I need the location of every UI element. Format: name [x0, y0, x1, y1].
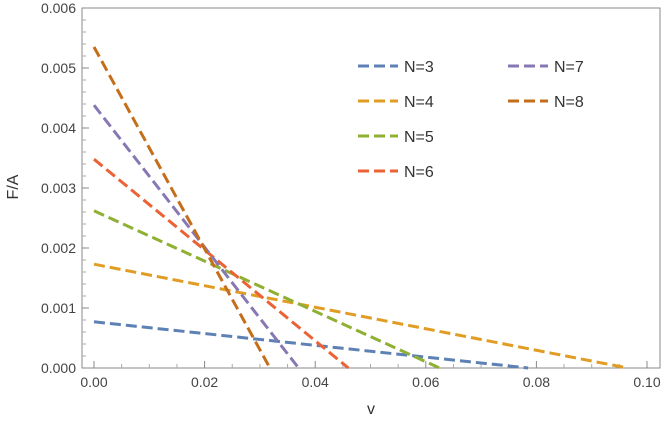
y-tick-label: 0.006 [41, 0, 76, 16]
y-tick-label: 0.004 [41, 120, 76, 136]
legend-label: N=8 [554, 94, 584, 111]
legend-label: N=6 [404, 164, 434, 181]
axes: 0.00 0.02 0.04 0.06 0.08 0.10 0.000 0.001 0.002 0… [41, 0, 661, 390]
y-axis-label: F/A [5, 174, 22, 199]
legend-label: N=4 [404, 94, 434, 111]
series-line-n-6 [93, 158, 350, 370]
series-line-n-4 [93, 262, 628, 370]
x-tick-label: 0.06 [412, 374, 439, 390]
y-tick-label: 0.000 [41, 360, 76, 376]
x-tick-label: 0.08 [523, 374, 550, 390]
x-tick-label: 0.10 [633, 374, 660, 390]
legend: N=3 N=4 N=5 N=6 N=7 N=8 [358, 59, 584, 181]
plot-series [92, 46, 628, 370]
legend-label: N=3 [404, 59, 434, 76]
x-tick-label: 0.04 [302, 374, 329, 390]
y-tick-label: 0.005 [41, 60, 76, 76]
legend-label: N=7 [554, 59, 584, 76]
legend-label: N=5 [404, 129, 434, 146]
series-line-n-5 [93, 209, 441, 370]
x-tick-label: 0.00 [80, 374, 107, 390]
y-tick-label: 0.003 [41, 180, 76, 196]
x-tick-label: 0.02 [191, 374, 218, 390]
series-line-n-3 [93, 320, 529, 370]
x-axis-label: v [367, 401, 375, 418]
y-tick-label: 0.001 [41, 300, 76, 316]
series-line-n-8 [92, 46, 272, 369]
y-tick-label: 0.002 [41, 240, 76, 256]
